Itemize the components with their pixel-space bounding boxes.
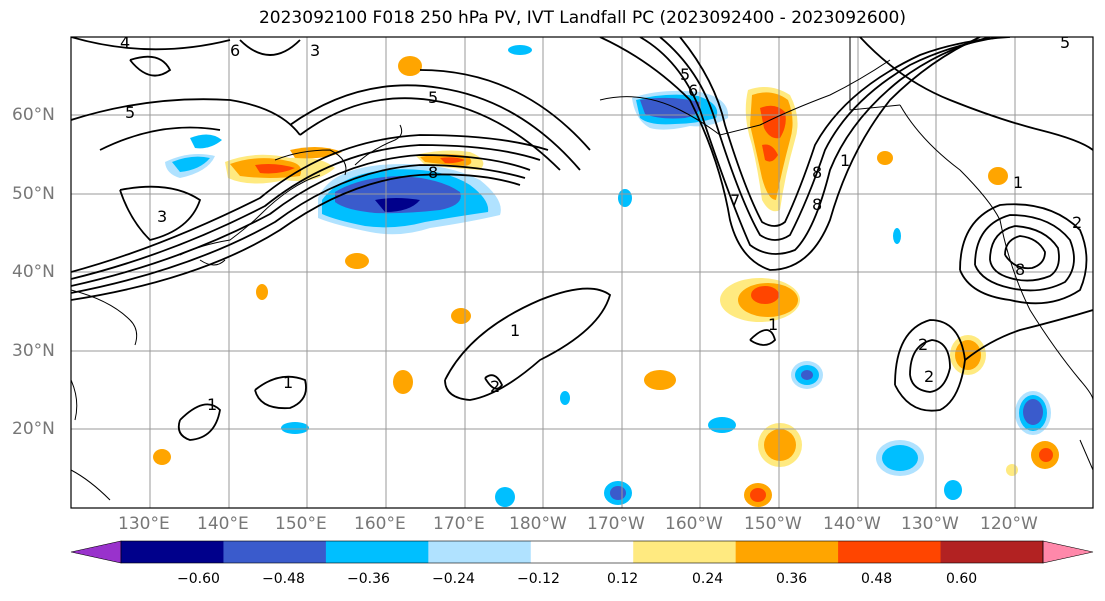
shading-layer: [153, 45, 1059, 507]
lat-label: 30°N: [12, 341, 55, 361]
lat-label: 20°N: [12, 419, 55, 439]
colorbar-segment: [428, 541, 532, 563]
contour-label: 6: [688, 81, 698, 100]
colorbar-segment: [530, 541, 634, 563]
colorbar-tick-label: −0.12: [517, 571, 560, 587]
colorbar-extend-min: [70, 540, 122, 564]
lon-label: 140°E: [197, 514, 249, 534]
contour-label: 3: [157, 207, 167, 226]
colorbar-segment: [223, 541, 327, 563]
pv-contours: [71, 37, 1093, 441]
contour-label: 5: [1060, 33, 1070, 52]
contour-label: 2: [490, 377, 500, 396]
colorbar-tick-label: 0.12: [607, 571, 639, 587]
lon-label: 170°W: [587, 514, 645, 534]
lon-label: 130°W: [901, 514, 959, 534]
map-frame: [70, 36, 1094, 509]
contour-label: 5: [125, 103, 135, 122]
colorbar-tick-label: 0.24: [692, 571, 724, 587]
colorbar-frame: [120, 540, 1044, 564]
lon-label: 160°W: [665, 514, 723, 534]
contour-label-group: 4 6 3 5 5 3 5 6 7 8 1 8 1 1 8 1 2 1 1 2 …: [120, 33, 1082, 414]
colorbar-segment: [735, 541, 839, 563]
colorbar-tick-label: −0.36: [347, 571, 390, 587]
map-title: 2023092100 F018 250 hPa PV, IVT Landfall…: [258, 8, 906, 28]
contour-label: 8: [812, 195, 822, 214]
lat-label: 40°N: [12, 262, 55, 282]
colorbar-tick-label: 0.36: [776, 571, 808, 587]
colorbar-segment: [940, 541, 1044, 563]
colorbar-extend-max: [1042, 540, 1094, 564]
colorbar-tick-label: 0.60: [946, 571, 978, 587]
contour-label: 5: [428, 88, 438, 107]
cool-patch: [165, 134, 222, 178]
lon-label: 170°E: [433, 514, 485, 534]
colorbar-tick-label: −0.60: [177, 571, 220, 587]
contour-label: 7: [730, 191, 740, 210]
colorbar-tick-label: 0.48: [861, 571, 893, 587]
contour-label: 5: [680, 65, 690, 84]
colorbar-tick-label: −0.48: [262, 571, 305, 587]
contour-label: 1: [768, 315, 778, 334]
contour-label: 1: [510, 321, 520, 340]
contour-label: 1: [1013, 173, 1023, 192]
contour-label: 8: [812, 163, 822, 182]
colorbar-segment: [325, 541, 429, 563]
contour-label: 8: [1015, 260, 1025, 279]
lat-label: 50°N: [12, 184, 55, 204]
contour-label: 1: [207, 395, 217, 414]
contour-label: 3: [310, 41, 320, 60]
contour-label: 4: [120, 33, 130, 52]
lon-label: 150°E: [275, 514, 327, 534]
contour-label: 1: [840, 151, 850, 170]
lon-label: 150°W: [744, 514, 802, 534]
contour-label: 2: [924, 367, 934, 386]
colorbar-segment: [838, 541, 942, 563]
colorbar-segment: [633, 541, 737, 563]
colorbar: [70, 540, 1094, 564]
contour-label: 2: [918, 335, 928, 354]
lat-label: 60°N: [12, 105, 55, 125]
lon-label: 180°W: [509, 514, 567, 534]
lon-label: 160°E: [354, 514, 406, 534]
graticule: [71, 37, 1093, 508]
lon-label: 120°W: [980, 514, 1038, 534]
contour-label: 2: [1072, 213, 1082, 232]
contour-label: 1: [283, 373, 293, 392]
colorbar-tick-label: −0.24: [432, 571, 475, 587]
contour-label: 6: [230, 41, 240, 60]
lon-label: 140°W: [823, 514, 881, 534]
contour-label: 8: [428, 163, 438, 182]
colorbar-segment: [121, 541, 224, 563]
lon-label: 130°E: [118, 514, 170, 534]
